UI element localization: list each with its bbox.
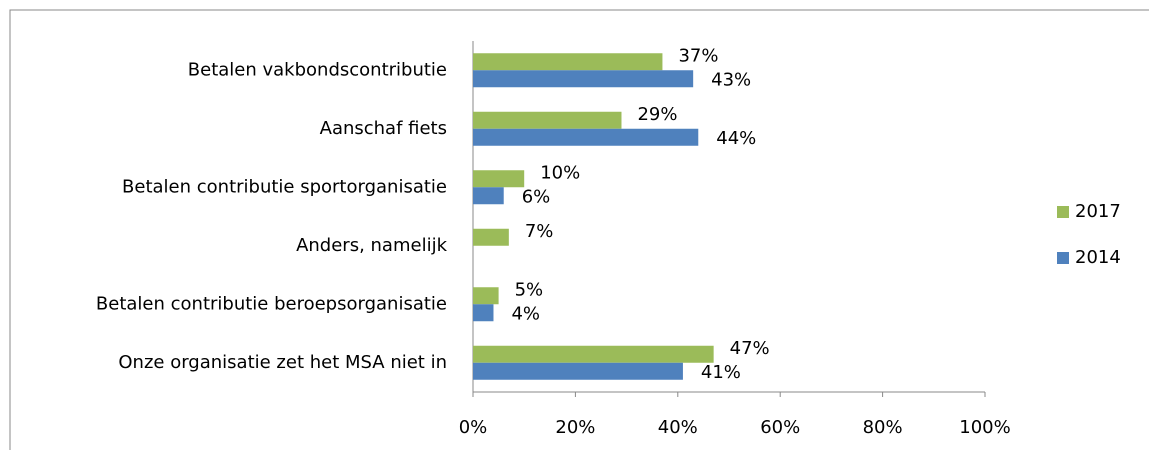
x-tick-label: 0% [459, 417, 488, 438]
bar [473, 70, 694, 88]
bar [473, 53, 663, 71]
legend-label: 2017 [1075, 201, 1121, 222]
data-label: 43% [711, 69, 751, 90]
legend-swatch [1057, 252, 1069, 264]
x-tick-label: 40% [658, 417, 698, 438]
data-label: 10% [540, 162, 580, 183]
legend-swatch [1057, 206, 1069, 218]
x-tick-label: 60% [760, 417, 800, 438]
data-label: 4% [511, 303, 540, 324]
data-label: 41% [701, 362, 741, 383]
bar [473, 345, 714, 363]
bar [473, 111, 622, 129]
x-tick-label: 100% [959, 417, 1010, 438]
y-tick-label: Aanschaf fiets [320, 118, 447, 139]
x-tick-label: 80% [863, 417, 903, 438]
bar [473, 287, 499, 305]
bar [473, 170, 525, 188]
y-tick-label: Onze organisatie zet het MSA niet in [118, 352, 447, 373]
chart-frame [9, 9, 1149, 454]
y-tick-label: Betalen contributie beroepsorganisatie [96, 293, 447, 314]
bar [473, 128, 699, 146]
bar [473, 304, 494, 322]
x-tick-label: 20% [555, 417, 595, 438]
y-tick-label: Betalen contributie sportorganisatie [122, 176, 447, 197]
data-label: 47% [730, 338, 770, 359]
data-label: 7% [525, 221, 554, 242]
y-tick-label: Anders, namelijk [296, 235, 447, 256]
data-label: 29% [637, 104, 677, 125]
data-label: 6% [522, 186, 551, 207]
data-label: 44% [716, 128, 756, 149]
data-label: 37% [678, 45, 718, 66]
data-label: 5% [515, 279, 544, 300]
bar [473, 228, 509, 246]
y-tick-label: Betalen vakbondscontributie [188, 59, 447, 80]
legend-label: 2014 [1075, 247, 1121, 268]
bar [473, 362, 683, 380]
bar [473, 187, 504, 205]
